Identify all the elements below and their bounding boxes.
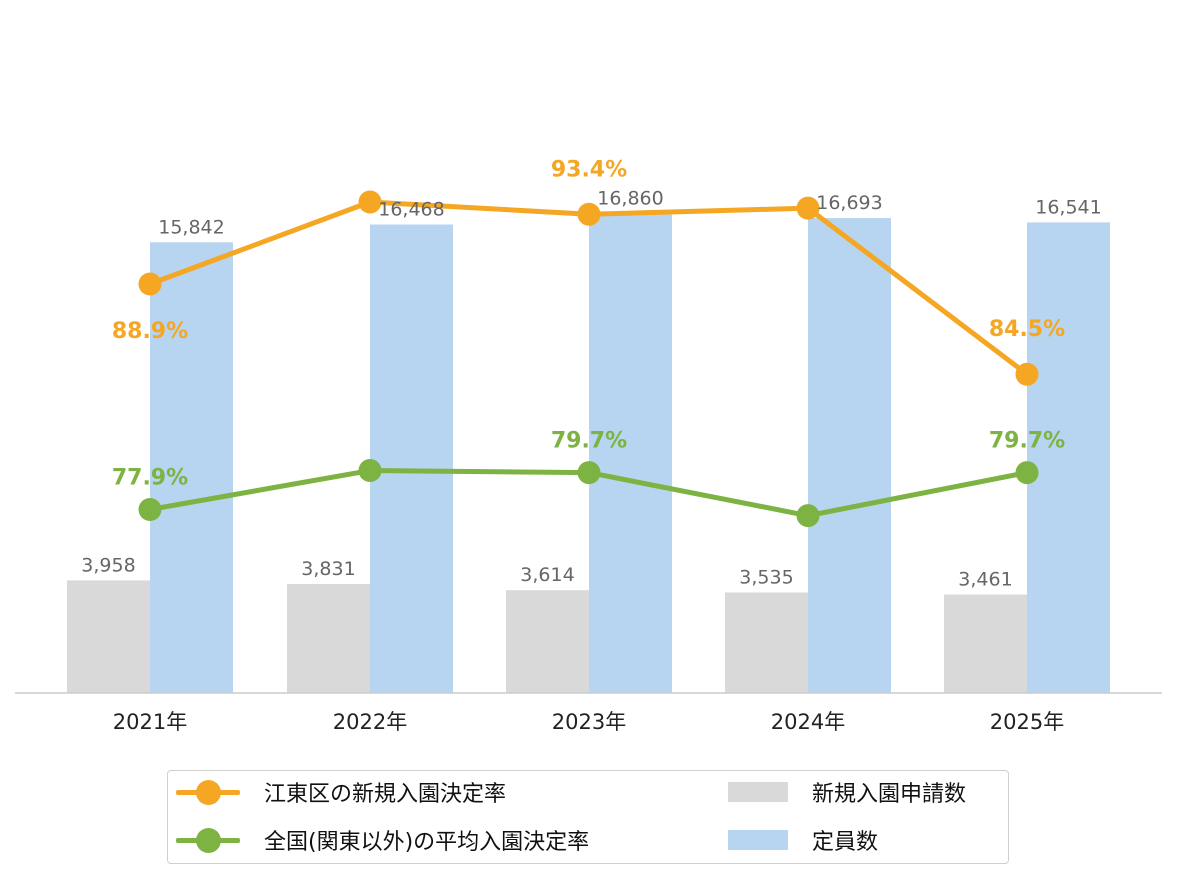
x-tick-label: 2022年 (333, 710, 407, 734)
bar-value-label: 3,614 (520, 564, 574, 586)
bar-applications (725, 592, 808, 693)
label-layer: 3,958 3,831 3,614 3,535 3,461 15,842 16,468 16,… (81, 157, 1101, 590)
bar-value-label: 3,461 (958, 569, 1012, 591)
bar-applications (287, 584, 370, 693)
x-tick-label: 2023年 (552, 710, 626, 734)
line-point (577, 202, 601, 226)
bar-layer (67, 213, 1110, 693)
bar-value-label: 16,693 (816, 192, 882, 214)
bar-value-label: 3,831 (301, 558, 355, 580)
legend-line-marker-orange (176, 777, 240, 807)
bar-value-label: 3,535 (739, 566, 793, 588)
bar-capacity (370, 224, 453, 693)
line-point (577, 461, 601, 485)
bar-capacity (589, 213, 672, 693)
rate-data-label: 84.5% (989, 317, 1065, 342)
x-tick-label: 2024年 (771, 710, 845, 734)
bar-value-label: 16,541 (1035, 196, 1101, 218)
line-point (358, 190, 382, 214)
bar-value-label: 16,468 (378, 198, 444, 220)
bar-applications (944, 594, 1027, 693)
legend-item-national-rate: 全国(関東以外)の平均入園決定率 (176, 825, 589, 855)
rate-data-label: 79.7% (551, 429, 627, 454)
bar-value-label: 15,842 (158, 216, 224, 238)
line-layer (138, 190, 1039, 528)
rate-data-label: 93.4% (551, 157, 627, 182)
line-point (358, 459, 382, 483)
rate-data-label: 88.9% (112, 319, 188, 344)
legend-item-capacity: 定員数 (728, 825, 878, 855)
x-axis-ticks: 2021年 2022年 2023年 2024年 2025年 (113, 710, 1064, 734)
line-point (796, 196, 820, 220)
bar-capacity (808, 218, 891, 693)
legend-label: 江東区の新規入園決定率 (264, 782, 507, 807)
line-point (796, 504, 820, 528)
line-point (1015, 362, 1039, 386)
legend-item-koto-rate: 江東区の新規入園決定率 (176, 777, 506, 807)
combo-chart: 3,958 3,831 3,614 3,535 3,461 15,842 16,468 16,… (15, 157, 1162, 734)
legend-line-marker-green (176, 825, 240, 855)
legend-swatch-blue (728, 830, 788, 850)
legend-label: 新規入園申請数 (812, 782, 967, 807)
legend-label: 全国(関東以外)の平均入園決定率 (264, 830, 590, 855)
bar-capacity (1027, 222, 1110, 693)
x-tick-label: 2025年 (990, 710, 1064, 734)
x-tick-label: 2021年 (113, 710, 187, 734)
line-point (138, 498, 162, 521)
bar-value-label: 3,958 (81, 554, 135, 576)
legend-label: 定員数 (812, 830, 879, 855)
rate-data-label: 79.7% (989, 429, 1065, 454)
legend-swatch-gray (728, 782, 788, 802)
rate-data-label: 77.9% (112, 466, 188, 491)
bar-capacity (150, 242, 233, 693)
legend-item-applications: 新規入園申請数 (728, 777, 966, 807)
bar-applications (506, 590, 589, 693)
bar-applications (67, 580, 150, 693)
line-point (138, 272, 162, 296)
line-koto-rate (149, 199, 1029, 377)
bar-value-label: 16,860 (597, 187, 663, 209)
line-point (1015, 461, 1039, 485)
legend: 江東区の新規入園決定率 新規入園申請数 全国(関東以外)の平均入園決定率 定員数 (167, 770, 1009, 864)
